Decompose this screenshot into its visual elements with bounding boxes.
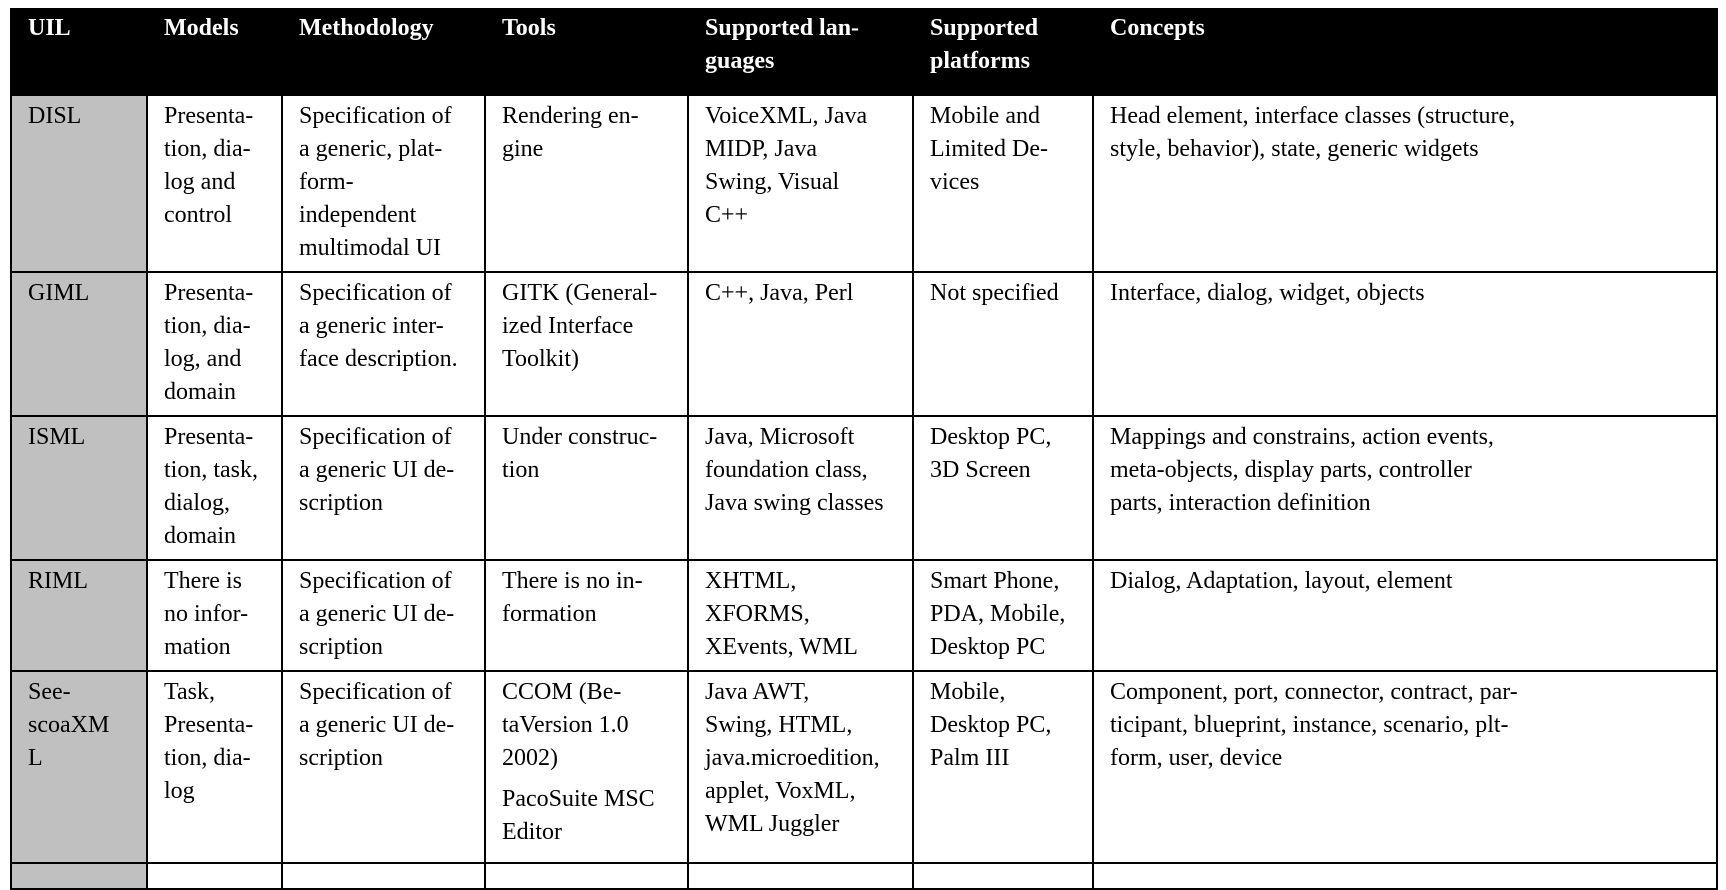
tool-entry: GITK (General- ized Interface Toolkit)	[502, 280, 658, 372]
row-languages: Java, Microsoft foundation class, Java s…	[687, 415, 914, 561]
row-cell-partial	[484, 862, 689, 890]
row-platforms: Mobile and Limited De- vices	[912, 94, 1094, 273]
header-tools: Tools	[484, 8, 689, 96]
row-platforms: Not specified	[912, 271, 1094, 417]
uil-comparison-table: UIL Models Methodology Tools Supported l…	[10, 8, 1718, 890]
table-row: ISML Presenta- tion, task, dialog, domai…	[10, 415, 1718, 561]
table-row-partial	[10, 862, 1718, 890]
row-concepts: Mappings and constrains, action events, …	[1092, 415, 1718, 561]
row-tools: CCOM (Be- taVersion 1.0 2002) PacoSuite M…	[484, 670, 689, 864]
row-methodology: Specification of a generic inter- face d…	[281, 271, 486, 417]
tool-entry: CCOM (Be- taVersion 1.0 2002)	[502, 679, 629, 771]
row-languages: VoiceXML, Java MIDP, Java Swing, Visual …	[687, 94, 914, 273]
table-row: DISL Presenta- tion, dia- log and contro…	[10, 94, 1718, 273]
row-cell-partial	[687, 862, 914, 890]
header-uil: UIL	[10, 8, 148, 96]
row-uil-name: ISML	[10, 415, 148, 561]
header-methodology: Methodology	[281, 8, 486, 96]
row-platforms: Smart Phone, PDA, Mobile, Desktop PC	[912, 559, 1094, 672]
row-concepts: Head element, interface classes (structu…	[1092, 94, 1718, 273]
table-row: RIML There is no infor- mation Specifica…	[10, 559, 1718, 672]
row-models: There is no infor- mation	[146, 559, 283, 672]
row-uil-name-partial	[10, 862, 148, 890]
row-cell-partial	[146, 862, 283, 890]
row-concepts: Interface, dialog, widget, objects	[1092, 271, 1718, 417]
row-languages: C++, Java, Perl	[687, 271, 914, 417]
row-models: Presenta- tion, task, dialog, domain	[146, 415, 283, 561]
tool-entry: PacoSuite MSC Editor	[502, 786, 655, 845]
row-languages: XHTML, XFORMS, XEvents, WML	[687, 559, 914, 672]
row-languages: Java AWT, Swing, HTML, java.microedition…	[687, 670, 914, 864]
table-row: GIML Presenta- tion, dia- log, and domai…	[10, 271, 1718, 417]
row-uil-name: See- scoaXM L	[10, 670, 148, 864]
row-tools: Rendering en- gine	[484, 94, 689, 273]
row-tools: There is no in- formation	[484, 559, 689, 672]
header-concepts: Concepts	[1092, 8, 1718, 96]
tool-entry: Under construc- tion	[502, 424, 658, 483]
row-cell-partial	[912, 862, 1094, 890]
row-uil-name: DISL	[10, 94, 148, 273]
header-row: UIL Models Methodology Tools Supported l…	[10, 8, 1718, 96]
row-models: Task, Presenta- tion, dia- log	[146, 670, 283, 864]
row-concepts: Dialog, Adaptation, layout, element	[1092, 559, 1718, 672]
header-supported-languages: Supported lan- guages	[687, 8, 914, 96]
row-tools: Under construc- tion	[484, 415, 689, 561]
row-cell-partial	[1092, 862, 1718, 890]
row-uil-name: GIML	[10, 271, 148, 417]
table-row: See- scoaXM L Task, Presenta- tion, dia-…	[10, 670, 1718, 864]
row-methodology: Specification of a generic UI de- script…	[281, 559, 486, 672]
tool-entry: There is no in- formation	[502, 568, 643, 627]
row-tools: GITK (General- ized Interface Toolkit)	[484, 271, 689, 417]
row-methodology: Specification of a generic, plat- form- …	[281, 94, 486, 273]
row-methodology: Specification of a generic UI de- script…	[281, 415, 486, 561]
header-supported-platforms: Supported platforms	[912, 8, 1094, 96]
row-methodology: Specification of a generic UI de- script…	[281, 670, 486, 864]
row-platforms: Desktop PC, 3D Screen	[912, 415, 1094, 561]
row-models: Presenta- tion, dia- log, and domain	[146, 271, 283, 417]
row-models: Presenta- tion, dia- log and control	[146, 94, 283, 273]
row-platforms: Mobile, Desktop PC, Palm III	[912, 670, 1094, 864]
row-concepts: Component, port, connector, contract, pa…	[1092, 670, 1718, 864]
header-models: Models	[146, 8, 283, 96]
tool-entry: Rendering en- gine	[502, 103, 639, 162]
row-uil-name: RIML	[10, 559, 148, 672]
row-cell-partial	[281, 862, 486, 890]
